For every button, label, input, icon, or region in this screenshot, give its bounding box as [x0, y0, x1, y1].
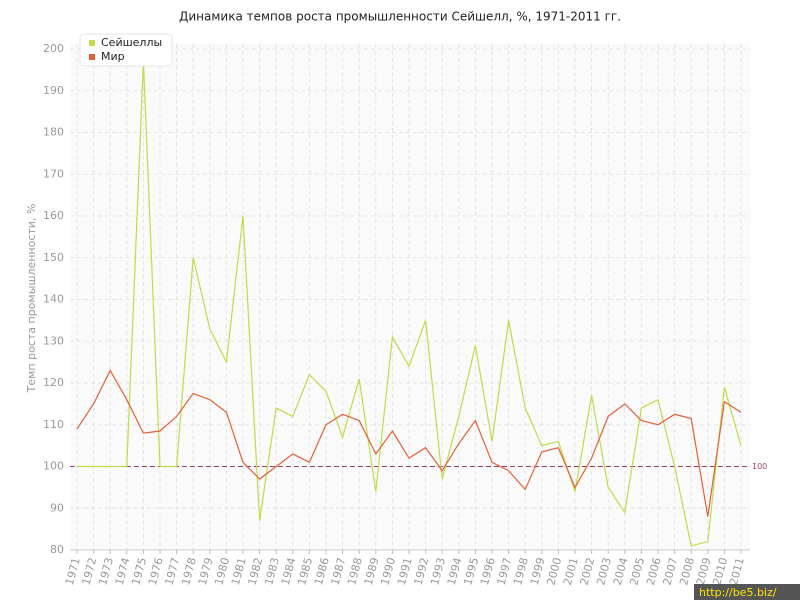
- y-tick-label: 90: [50, 501, 64, 514]
- series-line: [77, 61, 742, 547]
- reference-label: 100: [752, 462, 767, 471]
- y-tick-label: 150: [43, 251, 64, 264]
- x-tick-label: 2011: [727, 556, 747, 586]
- y-tick-label: 160: [43, 209, 64, 222]
- y-tick-label: 120: [43, 376, 64, 389]
- legend-label: Мир: [101, 50, 125, 63]
- chart-title: Динамика темпов роста промышленности Сей…: [179, 10, 621, 24]
- legend-box: [79, 33, 173, 67]
- y-tick-label: 170: [43, 167, 64, 180]
- legend-marker: [89, 40, 95, 46]
- plot-area: [70, 44, 750, 550]
- y-axis-label: Темп роста промышленности, %: [25, 204, 38, 394]
- y-tick-label: 190: [43, 84, 64, 97]
- y-tick-label: 200: [43, 42, 64, 55]
- watermark-box: [694, 584, 800, 600]
- y-tick-label: 140: [43, 293, 64, 306]
- watermark: http://be5.biz/: [699, 586, 777, 599]
- y-tick-label: 100: [43, 460, 64, 473]
- legend-label: Сейшеллы: [101, 36, 162, 49]
- series-line: [76, 369, 742, 517]
- y-tick-label: 130: [43, 334, 64, 347]
- legend-marker: [89, 54, 95, 60]
- y-tick-label: 80: [50, 543, 64, 556]
- y-tick-label: 110: [43, 418, 64, 431]
- y-tick-label: 180: [43, 126, 64, 139]
